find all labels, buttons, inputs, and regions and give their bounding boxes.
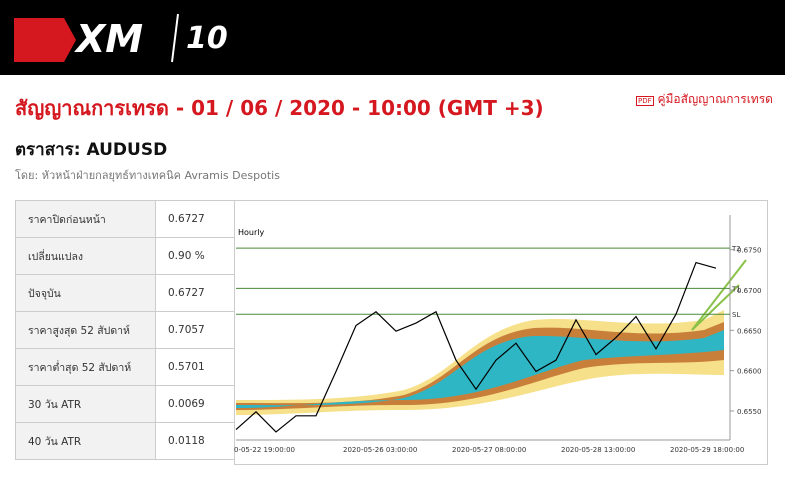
table-row: เปลี่ยนแปลง 0.90 % — [15, 237, 235, 275]
stat-value: 0.90 % — [155, 237, 235, 275]
level-label: T2 — [731, 245, 741, 253]
stat-label: ราคาสูงสุด 52 สัปดาห์ — [15, 311, 156, 349]
svg-text:XM: XM — [74, 17, 143, 61]
table-row: ราคาปิดก่อนหน้า 0.6727 — [15, 200, 235, 238]
stat-label: ราคาปิดก่อนหน้า — [15, 200, 156, 238]
x-tick-label: 2020-05-26 03:00:00 — [343, 446, 417, 454]
stat-label: ราคาต่ำสุด 52 สัปดาห์ — [15, 348, 156, 386]
table-row: 30 วัน ATR 0.0069 — [15, 385, 235, 423]
stat-label: ปัจจุบัน — [15, 274, 156, 312]
level-label: SL — [732, 311, 740, 319]
stat-value: 0.0118 — [155, 422, 235, 460]
y-tick-label: 0.6650 — [737, 327, 762, 335]
x-tick-label: 0-05-22 19:00:00 — [234, 446, 295, 454]
stat-value: 0.0069 — [155, 385, 235, 423]
level-label: T1 — [731, 285, 741, 293]
y-tick-label: 0.6700 — [737, 287, 762, 295]
x-tick-label: 2020-05-27 08:00:00 — [452, 446, 526, 454]
header-bar: XM 10 — [0, 0, 785, 75]
table-row: ราคาต่ำสุด 52 สัปดาห์ 0.5701 — [15, 348, 235, 386]
stats-table: ราคาปิดก่อนหน้า 0.6727 เปลี่ยนแปลง 0.90 % ปั… — [15, 200, 235, 460]
stat-label: เปลี่ยนแปลง — [15, 237, 156, 275]
page-title: สัญญาณการเทรด - 01 / 06 / 2020 - 10:00 (… — [15, 96, 544, 120]
x-tick-label: 2020-05-28 13:00:00 — [561, 446, 635, 454]
y-tick-label: 0.6750 — [737, 247, 762, 255]
table-row: ราคาสูงสุด 52 สัปดาห์ 0.7057 — [15, 311, 235, 349]
stat-label: 40 วัน ATR — [15, 422, 156, 460]
instrument: ตราสาร: AUDUSD — [15, 140, 168, 160]
stat-value: 0.7057 — [155, 311, 235, 349]
table-row: 40 วัน ATR 0.0118 — [15, 422, 235, 460]
y-tick-label: 0.6550 — [737, 408, 762, 416]
chart-title: Hourly — [238, 228, 264, 237]
chart: Hourly 0.6750 0.6700 0.6650 0.6600 0.6550 T2 T1… — [234, 200, 768, 465]
table-row: ปัจจุบัน 0.6727 — [15, 274, 235, 312]
byline: โดย: หัวหน้าฝ่ายกลยุทธ์ทางเทคนิค Avramis… — [15, 169, 280, 182]
price-line — [235, 261, 717, 433]
guide-link[interactable]: PDF คู่มือสัญญาณการเทรด — [636, 92, 773, 106]
svg-text:10: 10 — [186, 21, 228, 56]
logo[interactable]: XM 10 — [0, 0, 260, 75]
target-arrow — [691, 259, 747, 331]
target-arrow — [691, 284, 740, 331]
x-tick-label: 2020-05-29 18:00:00 — [670, 446, 744, 454]
stat-value: 0.6727 — [155, 200, 235, 238]
stat-value: 0.5701 — [155, 348, 235, 386]
stat-value: 0.6727 — [155, 274, 235, 312]
stat-label: 30 วัน ATR — [15, 385, 156, 423]
guide-link-text[interactable]: คู่มือสัญญาณการเทรด — [657, 92, 773, 106]
y-tick-label: 0.6600 — [737, 368, 762, 376]
